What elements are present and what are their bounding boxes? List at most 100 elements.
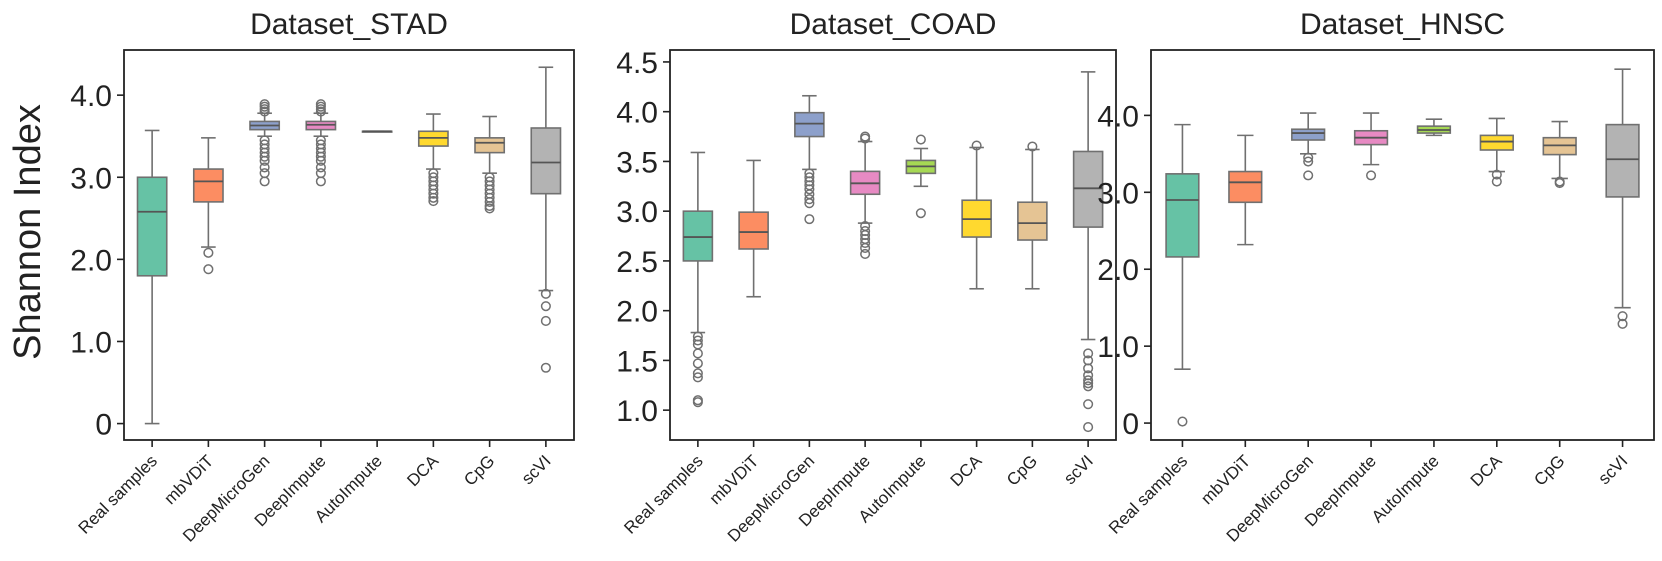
y-tick-label: 0 xyxy=(1122,408,1139,441)
outlier-point xyxy=(860,237,871,249)
outlier-point xyxy=(971,140,982,151)
box-iqr xyxy=(1017,201,1048,241)
y-tick-label: 3.0 xyxy=(1097,177,1139,210)
outlier-point xyxy=(1303,170,1314,181)
outlier-point xyxy=(915,134,926,145)
y-tick-label: 2.5 xyxy=(616,246,658,279)
outlier-point xyxy=(692,372,703,383)
box-mbvdit xyxy=(192,137,224,275)
chart-panel-2: Dataset_COAD 1.0 1.5 2.0 2.5 3.0 3.5 4.0 4.5 Real… xyxy=(616,8,1117,546)
y-tick-label: 2.0 xyxy=(70,244,112,277)
box-dca xyxy=(961,140,992,290)
plot-frame xyxy=(669,49,1117,441)
outlier-point xyxy=(860,248,871,260)
outlier-point xyxy=(860,242,871,254)
outlier-point xyxy=(915,208,926,219)
chart-title: Dataset_HNSC xyxy=(1300,8,1505,41)
outlier-point xyxy=(1083,381,1094,392)
box-autoimpute xyxy=(905,134,937,219)
outlier-point xyxy=(1366,170,1377,181)
y-tick-label: 3.5 xyxy=(616,146,658,179)
outlier-point xyxy=(540,301,551,312)
x-tick-label: Real samples xyxy=(75,451,161,537)
x-tick-label: mbVDiT xyxy=(706,451,763,508)
x-tick-label: DCA xyxy=(947,451,986,490)
outlier-point xyxy=(315,155,326,166)
x-tick-label: AutoImpute xyxy=(1368,451,1443,526)
box-iqr xyxy=(682,210,714,262)
box-deepmicrogen xyxy=(794,94,825,225)
outlier-point xyxy=(1303,152,1314,163)
outlier-point xyxy=(692,397,703,408)
outlier-point xyxy=(804,198,815,209)
chart-panel-1: Dataset_STAD 0 1.0 2.0 3.0 4.0 Real samples mbV… xyxy=(70,8,575,546)
outlier-point xyxy=(692,368,703,379)
box-iqr xyxy=(1165,173,1200,258)
plot-frame xyxy=(1150,49,1655,441)
box-deepmicrogen xyxy=(1291,112,1326,181)
y-tick-label: 1.5 xyxy=(616,345,658,378)
x-tick-label: CpG xyxy=(1530,451,1568,489)
box-dca xyxy=(417,113,449,207)
outlier-point xyxy=(804,194,815,205)
x-tick-label: DCA xyxy=(403,451,442,490)
outlier-point xyxy=(692,335,703,346)
outlier-point xyxy=(203,264,214,275)
outlier-point xyxy=(259,162,270,173)
box-deepimpute xyxy=(305,99,337,187)
box-real-samples xyxy=(136,129,168,425)
y-tick-label: 4.0 xyxy=(1097,100,1139,133)
box-scvi xyxy=(1072,71,1104,433)
outlier-point xyxy=(1083,375,1094,386)
outlier-point xyxy=(860,131,871,142)
box-autoimpute xyxy=(361,130,393,133)
outlier-point xyxy=(315,99,326,110)
outlier-point xyxy=(315,176,326,187)
y-tick-label: 3.0 xyxy=(616,196,658,229)
box-iqr xyxy=(192,168,224,203)
box-deepimpute xyxy=(849,131,881,260)
box-deepmicrogen xyxy=(249,99,281,187)
outlier-point xyxy=(484,196,495,207)
y-tick-label: 2.0 xyxy=(1097,254,1139,287)
outlier-point xyxy=(804,214,815,225)
x-tick-label: DCA xyxy=(1467,451,1506,490)
box-deepimpute xyxy=(1353,112,1389,181)
outlier-point xyxy=(1617,318,1628,329)
outlier-point xyxy=(804,184,815,195)
x-tick-label: Real samples xyxy=(1105,451,1191,537)
y-tick-label: 4.0 xyxy=(616,97,658,130)
outlier-point xyxy=(1083,363,1094,374)
outlier-point xyxy=(428,192,439,203)
outlier-point xyxy=(1617,311,1628,322)
box-scvi xyxy=(1605,68,1640,329)
outlier-point xyxy=(1083,399,1094,410)
outlier-point xyxy=(259,176,270,187)
outlier-point xyxy=(315,151,326,162)
outlier-point xyxy=(1177,416,1188,427)
outlier-point xyxy=(428,188,439,199)
y-tick-label: 1.0 xyxy=(70,326,112,359)
x-tick-label: CpG xyxy=(460,451,498,489)
outlier-point xyxy=(692,348,703,359)
y-tick-label: 0 xyxy=(95,409,112,442)
outlier-point xyxy=(203,247,214,258)
box-mbvdit xyxy=(1228,134,1263,246)
box-iqr xyxy=(1605,123,1640,198)
box-cpg xyxy=(1017,141,1048,290)
chart-title: Dataset_STAD xyxy=(250,8,448,41)
box-dca xyxy=(1479,117,1514,187)
outlier-point xyxy=(1027,141,1038,152)
outlier-point xyxy=(259,155,270,166)
outlier-point xyxy=(315,162,326,173)
x-tick-label: scVI xyxy=(1060,451,1097,488)
x-tick-label: scVI xyxy=(518,451,555,488)
box-real-samples xyxy=(682,151,714,408)
y-tick-label: 4.0 xyxy=(70,80,112,113)
box-iqr xyxy=(794,111,825,138)
box-iqr xyxy=(530,127,562,195)
box-real-samples xyxy=(1165,123,1200,427)
outlier-point xyxy=(1083,348,1094,359)
x-tick-label: Real samples xyxy=(620,451,706,537)
